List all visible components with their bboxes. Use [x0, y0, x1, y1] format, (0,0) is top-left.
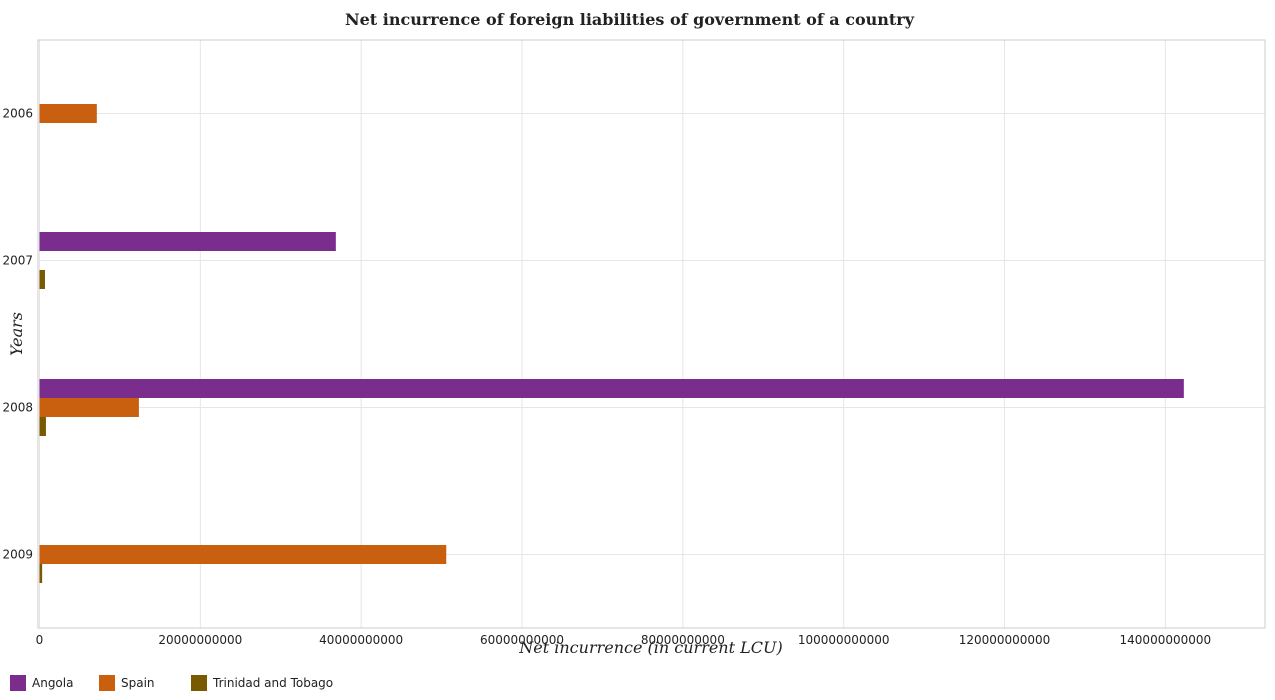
y-tick-label: 2007	[2, 254, 33, 268]
legend-item-angola: Angola	[10, 675, 73, 691]
x-tick-label: 60000000000	[480, 633, 564, 647]
legend-label: Angola	[32, 676, 73, 690]
bar-spain-2006	[39, 104, 97, 123]
legend-item-trinidad-and-tobago: Trinidad and Tobago	[191, 675, 333, 691]
y-tick-label: 2006	[2, 107, 33, 121]
x-tick-label: 100000000000	[798, 633, 890, 647]
y-ticks: 2006 2007 2008 2009	[2, 107, 33, 562]
bar-angola-2007	[39, 232, 336, 251]
grid	[38, 40, 1265, 628]
y-axis-label: Years	[7, 312, 26, 356]
bar-trinidad-and-tobago-2008	[39, 417, 46, 436]
x-tick-label: 20000000000	[158, 633, 242, 647]
legend-swatch	[99, 675, 115, 691]
x-tick-label: 140000000000	[1120, 633, 1212, 647]
x-tick-label: 120000000000	[959, 633, 1051, 647]
y-tick-label: 2009	[2, 548, 33, 562]
legend-item-spain: Spain	[99, 675, 155, 691]
chart-title: Net incurrence of foreign liabilities of…	[345, 10, 915, 29]
bar-trinidad-and-tobago-2009	[39, 564, 43, 583]
legend-label: Trinidad and Tobago	[212, 676, 333, 690]
bar-angola-2008	[39, 379, 1184, 398]
x-tick-label: 40000000000	[319, 633, 403, 647]
bar-spain-2008	[39, 398, 139, 417]
bars	[39, 104, 1184, 583]
x-axis-label: Net incurrence (in current LCU)	[518, 638, 782, 657]
plot-frame	[37, 39, 1266, 629]
legend: Angola Spain Trinidad and Tobago	[10, 675, 333, 691]
bar-spain-2009	[39, 545, 447, 564]
x-ticks: 0 20000000000 40000000000 60000000000 800000…	[36, 633, 1211, 647]
legend-swatch	[191, 675, 207, 691]
y-tick-label: 2008	[2, 401, 33, 415]
x-tick-label: 0	[36, 633, 44, 647]
legend-label: Spain	[121, 676, 155, 690]
x-tick-label: 80000000000	[641, 633, 725, 647]
legend-swatch	[10, 675, 26, 691]
bar-trinidad-and-tobago-2007	[39, 270, 45, 289]
